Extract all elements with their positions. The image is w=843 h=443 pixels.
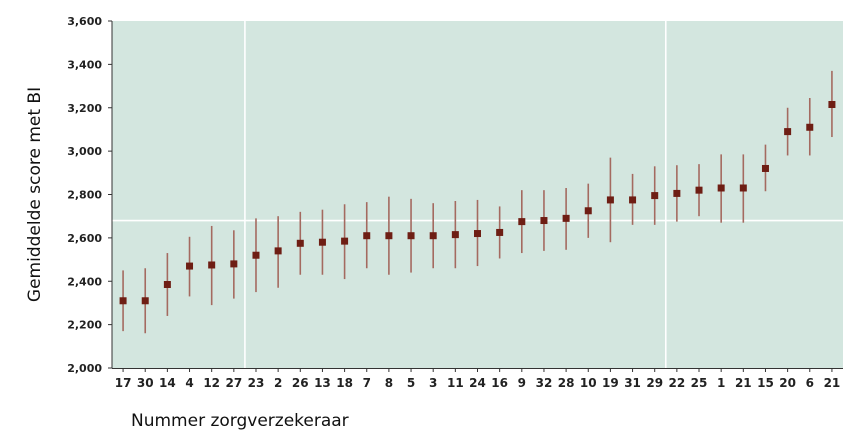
mean-marker — [141, 297, 149, 305]
mean-marker — [318, 238, 326, 246]
mean-marker — [828, 100, 836, 108]
x-tick-label: 2 — [274, 376, 282, 390]
x-tick-label: 10 — [580, 376, 597, 390]
mean-marker — [518, 218, 526, 226]
x-tick-label: 29 — [646, 376, 663, 390]
mean-marker — [208, 261, 216, 269]
y-tick-label: 2,000 — [67, 362, 102, 375]
x-tick-label: 7 — [363, 376, 371, 390]
x-tick-label: 20 — [779, 376, 796, 390]
mean-marker — [186, 262, 194, 270]
x-tick-label: 3 — [429, 376, 437, 390]
x-tick-label: 22 — [669, 376, 686, 390]
y-tick-label: 3,400 — [67, 58, 102, 71]
x-tick-label: 28 — [558, 376, 575, 390]
x-tick-label: 31 — [624, 376, 641, 390]
data-marks — [119, 70, 836, 334]
y-tick-label: 2,400 — [67, 275, 102, 288]
x-tick-label: 30 — [137, 376, 154, 390]
mean-marker — [540, 217, 548, 225]
y-tick-label: 2,600 — [67, 232, 102, 245]
y-axis-ticks: 2,000 2,200 2,400 2,600 2,800 3,000 3,200 3,400… — [67, 15, 112, 375]
mean-marker — [761, 164, 769, 172]
x-tick-label: 17 — [115, 376, 132, 390]
mean-marker — [385, 232, 393, 240]
mean-marker — [784, 128, 792, 136]
x-tick-label: 8 — [385, 376, 393, 390]
x-tick-label: 23 — [248, 376, 265, 390]
mean-marker — [806, 123, 814, 131]
y-tick-label: 2,800 — [67, 189, 102, 202]
mean-marker — [119, 297, 127, 305]
mean-marker — [407, 232, 415, 240]
mean-marker — [163, 281, 171, 289]
x-tick-label: 16 — [491, 376, 508, 390]
mean-marker — [429, 232, 437, 240]
x-tick-label: 9 — [518, 376, 526, 390]
x-tick-label: 1 — [717, 376, 725, 390]
mean-marker — [274, 247, 282, 255]
mean-marker — [673, 189, 681, 197]
x-tick-label: 21 — [735, 376, 752, 390]
x-tick-label: 27 — [225, 376, 242, 390]
x-tick-label: 19 — [602, 376, 619, 390]
x-axis-ticks: 17 30 14 4 12 27 23 2 26 13 18 7 8 5 3 11 24 16 9 32 28 10 19 3… — [115, 368, 841, 390]
x-axis-title: Nummer zorgverzekeraar — [131, 411, 349, 431]
mean-marker — [496, 228, 504, 236]
mean-marker — [341, 237, 349, 245]
mean-marker — [230, 260, 238, 268]
x-tick-label: 11 — [447, 376, 464, 390]
mean-marker — [451, 231, 459, 239]
y-tick-label: 3,000 — [67, 145, 102, 158]
mean-marker — [363, 232, 371, 240]
mean-marker — [629, 196, 637, 204]
x-tick-label: 21 — [824, 376, 841, 390]
mean-marker — [739, 184, 747, 192]
mean-marker — [651, 192, 659, 200]
y-tick-label: 3,200 — [67, 102, 102, 115]
mean-marker — [584, 207, 592, 215]
mean-marker — [474, 230, 481, 238]
x-tick-label: 6 — [806, 376, 814, 390]
x-tick-label: 24 — [469, 376, 486, 390]
mean-marker — [717, 184, 725, 192]
mean-marker — [252, 251, 260, 259]
x-tick-label: 18 — [336, 376, 353, 390]
x-tick-label: 4 — [185, 376, 193, 390]
y-axis-title: Gemiddelde score met BI — [25, 87, 45, 302]
x-tick-label: 5 — [407, 376, 415, 390]
y-tick-label: 3,600 — [67, 15, 102, 28]
x-tick-label: 13 — [314, 376, 331, 390]
y-tick-label: 2,200 — [67, 319, 102, 332]
mean-marker — [695, 186, 703, 194]
x-tick-label: 15 — [757, 376, 774, 390]
x-tick-label: 26 — [292, 376, 309, 390]
x-tick-label: 12 — [203, 376, 220, 390]
x-tick-label: 32 — [536, 376, 553, 390]
mean-marker — [296, 239, 304, 247]
x-tick-label: 25 — [691, 376, 708, 390]
plot-background — [112, 21, 843, 368]
x-tick-label: 14 — [159, 376, 176, 390]
mean-marker — [606, 196, 614, 204]
mean-marker — [562, 214, 570, 222]
